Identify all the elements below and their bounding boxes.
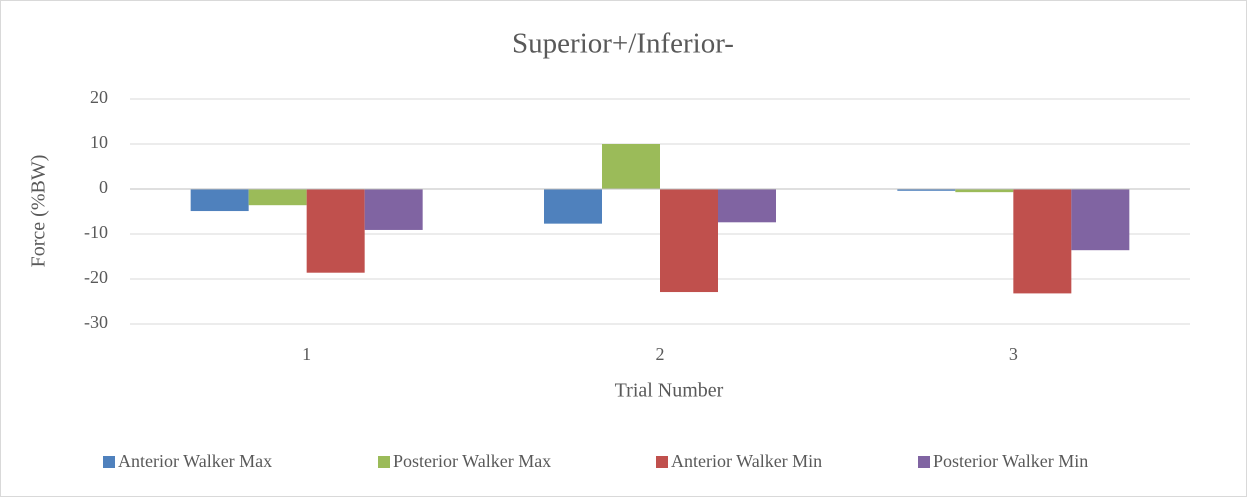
legend-swatch <box>378 456 390 468</box>
legend-swatch <box>103 456 115 468</box>
bar <box>190 189 249 212</box>
bar <box>1013 189 1072 294</box>
x-tick-label: 2 <box>656 344 665 364</box>
y-tick-label: -10 <box>84 222 108 242</box>
bar <box>660 189 718 293</box>
y-tick-label: 10 <box>90 132 108 152</box>
legend-label: Anterior Walker Min <box>671 451 822 471</box>
bar <box>364 189 423 230</box>
bar <box>1071 189 1130 251</box>
bar <box>544 189 602 224</box>
x-tick-label: 3 <box>1009 344 1018 364</box>
y-tick-label: -20 <box>84 267 108 287</box>
legend-label: Posterior Walker Min <box>933 451 1088 471</box>
bar <box>602 144 660 189</box>
x-axis-title: Trial Number <box>615 380 724 402</box>
y-tick-label: 0 <box>99 177 108 197</box>
bar <box>955 189 1014 193</box>
bar <box>897 189 956 191</box>
y-axis-title: Force (%BW) <box>28 155 50 268</box>
legend-label: Posterior Walker Max <box>393 451 551 471</box>
legend-swatch <box>656 456 668 468</box>
x-tick-label: 1 <box>302 344 311 364</box>
legend-label: Anterior Walker Max <box>118 451 272 471</box>
y-tick-label: -30 <box>84 312 108 332</box>
y-tick-label: 20 <box>90 87 108 107</box>
bar <box>718 189 776 223</box>
bar <box>306 189 365 273</box>
chart-title: Superior+/Inferior- <box>512 28 734 60</box>
bar <box>248 189 307 206</box>
legend-swatch <box>918 456 930 468</box>
